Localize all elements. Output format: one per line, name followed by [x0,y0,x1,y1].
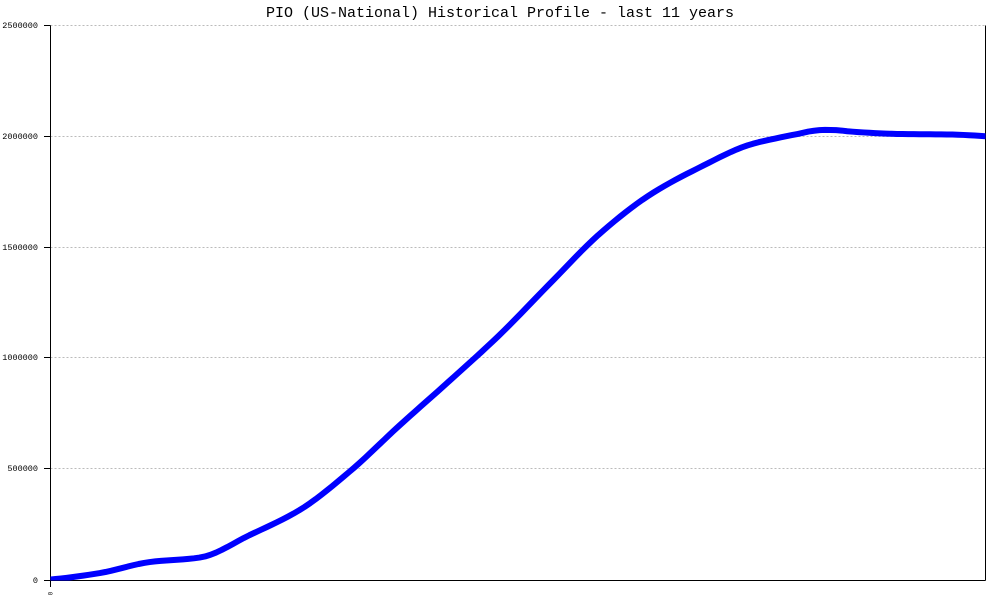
svg-text:0: 0 [46,592,53,596]
